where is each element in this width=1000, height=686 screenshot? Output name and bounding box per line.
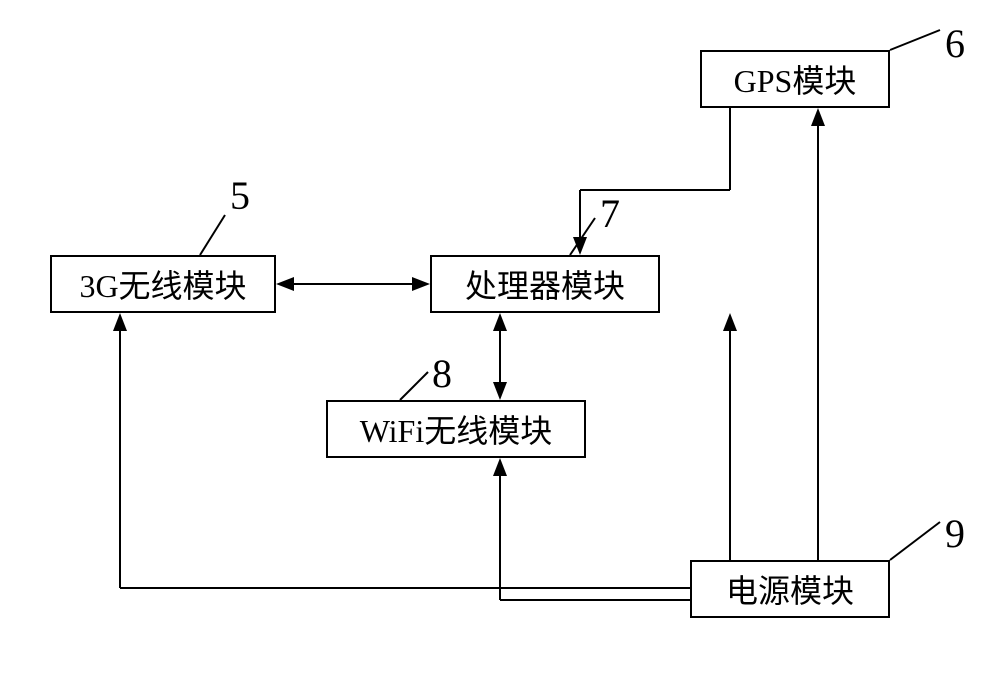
- box-wifi: WiFi无线模块: [326, 400, 586, 458]
- box-3g-wireless: 3G无线模块: [50, 255, 276, 313]
- arrowhead-down-icon: [493, 382, 507, 400]
- leader-8: [400, 372, 428, 400]
- number-label-6: 6: [945, 20, 965, 67]
- arrowhead-up-icon: [493, 458, 507, 476]
- box-label: 处理器模块: [465, 261, 625, 307]
- box-label: 3G无线模块: [79, 261, 246, 307]
- number-label-9: 9: [945, 510, 965, 557]
- arrowhead-up-icon: [811, 108, 825, 126]
- arrowhead-left-icon: [276, 277, 294, 291]
- arrowhead-up-icon: [723, 313, 737, 331]
- box-label: WiFi无线模块: [360, 406, 553, 452]
- box-gps: GPS模块: [700, 50, 890, 108]
- leader-7: [570, 218, 595, 255]
- diagram-canvas: 3G无线模块 GPS模块 处理器模块 WiFi无线模块 电源模块 5 6 7 8…: [0, 0, 1000, 686]
- box-label: GPS模块: [734, 56, 857, 102]
- number-label-8: 8: [432, 350, 452, 397]
- arrowhead-down-icon: [573, 237, 587, 255]
- arrowhead-up-icon: [493, 313, 507, 331]
- leader-6: [890, 30, 940, 50]
- number-label-7: 7: [600, 190, 620, 237]
- box-processor: 处理器模块: [430, 255, 660, 313]
- number-label-5: 5: [230, 172, 250, 219]
- box-power: 电源模块: [690, 560, 890, 618]
- arrowhead-right-icon: [412, 277, 430, 291]
- arrowhead-up-icon: [113, 313, 127, 331]
- leader-5: [200, 215, 225, 255]
- leader-9: [890, 522, 940, 560]
- box-label: 电源模块: [726, 566, 854, 612]
